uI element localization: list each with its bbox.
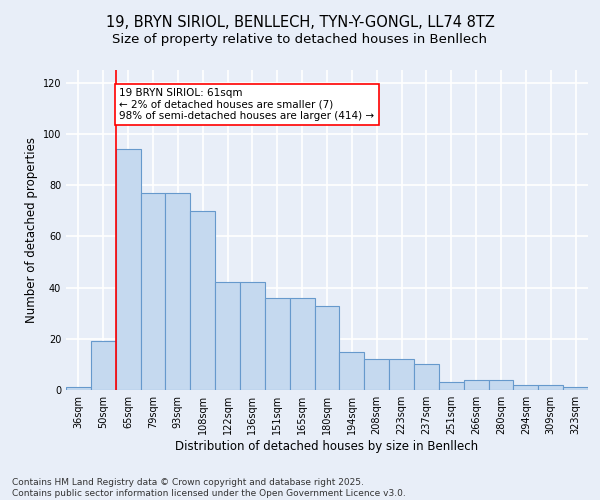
Bar xyxy=(563,388,588,390)
Text: 19 BRYN SIRIOL: 61sqm
← 2% of detached houses are smaller (7)
98% of semi-detach: 19 BRYN SIRIOL: 61sqm ← 2% of detached h… xyxy=(119,88,374,121)
Bar xyxy=(240,282,265,390)
Bar xyxy=(290,298,314,390)
Bar xyxy=(314,306,340,390)
Bar xyxy=(190,211,215,390)
Bar xyxy=(340,352,364,390)
X-axis label: Distribution of detached houses by size in Benllech: Distribution of detached houses by size … xyxy=(175,440,479,453)
Bar xyxy=(265,298,290,390)
Bar xyxy=(364,360,389,390)
Bar xyxy=(514,385,538,390)
Bar xyxy=(166,193,190,390)
Bar xyxy=(140,193,166,390)
Bar xyxy=(439,382,464,390)
Bar xyxy=(91,342,116,390)
Bar xyxy=(66,388,91,390)
Bar xyxy=(414,364,439,390)
Text: Contains HM Land Registry data © Crown copyright and database right 2025.
Contai: Contains HM Land Registry data © Crown c… xyxy=(12,478,406,498)
Bar xyxy=(389,360,414,390)
Text: 19, BRYN SIRIOL, BENLLECH, TYN-Y-GONGL, LL74 8TZ: 19, BRYN SIRIOL, BENLLECH, TYN-Y-GONGL, … xyxy=(106,15,494,30)
Bar xyxy=(488,380,514,390)
Bar xyxy=(538,385,563,390)
Bar xyxy=(116,150,140,390)
Bar xyxy=(215,282,240,390)
Text: Size of property relative to detached houses in Benllech: Size of property relative to detached ho… xyxy=(113,32,487,46)
Y-axis label: Number of detached properties: Number of detached properties xyxy=(25,137,38,323)
Bar xyxy=(464,380,488,390)
